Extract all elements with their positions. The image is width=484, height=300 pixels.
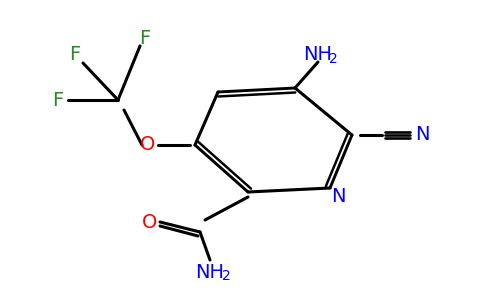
Text: 2: 2 xyxy=(222,269,230,283)
Text: O: O xyxy=(140,136,156,154)
Text: F: F xyxy=(139,28,151,47)
Text: NH: NH xyxy=(303,46,333,64)
Text: NH: NH xyxy=(196,262,225,281)
Text: O: O xyxy=(142,212,158,232)
Text: N: N xyxy=(415,125,429,145)
Text: F: F xyxy=(69,46,81,64)
Text: 2: 2 xyxy=(329,52,337,66)
Text: N: N xyxy=(331,187,345,206)
Text: F: F xyxy=(52,91,63,110)
